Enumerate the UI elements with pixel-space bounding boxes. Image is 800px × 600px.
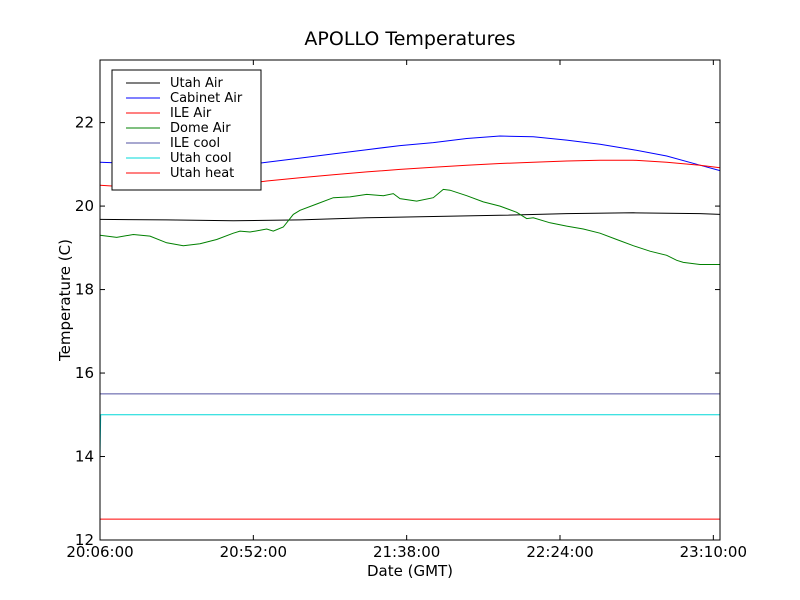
chart-title: APOLLO Temperatures xyxy=(304,28,515,50)
legend-label-utah-cool: Utah cool xyxy=(170,151,232,166)
y-tick-label: 16 xyxy=(75,364,94,382)
y-axis-label: Temperature (C) xyxy=(56,239,74,362)
y-tick-label: 12 xyxy=(75,531,94,549)
legend-label-utah-heat: Utah heat xyxy=(170,166,234,181)
legend-label-cabinet-air: Cabinet Air xyxy=(170,91,243,106)
x-tick-label: 22:24:00 xyxy=(526,543,593,561)
legend-label-dome-air: Dome Air xyxy=(170,121,231,136)
y-tick-label: 22 xyxy=(75,114,94,132)
y-tick-label: 18 xyxy=(75,281,94,299)
y-tick-label: 20 xyxy=(75,197,94,215)
x-tick-label: 23:10:00 xyxy=(680,543,747,561)
legend-label-utah-air: Utah Air xyxy=(170,76,223,91)
legend-label-ile-air: ILE Air xyxy=(170,106,212,121)
legend-box xyxy=(111,69,262,191)
x-tick-label: 21:38:00 xyxy=(373,543,440,561)
plot-frame xyxy=(99,59,721,541)
x-tick-label: 20:52:00 xyxy=(220,543,287,561)
series-line-dome-air xyxy=(99,188,720,265)
y-tick-label: 14 xyxy=(75,448,94,466)
x-axis-label: Date (GMT) xyxy=(367,562,453,580)
series-line-utah-air xyxy=(99,212,721,222)
x-tick-label: 20:06:00 xyxy=(66,543,133,561)
legend-label-ile-cool: ILE cool xyxy=(170,136,220,151)
tick-layer: 20:06:00 20:52:00 21:38:00 22:24:00 23:10:00… xyxy=(66,60,747,561)
